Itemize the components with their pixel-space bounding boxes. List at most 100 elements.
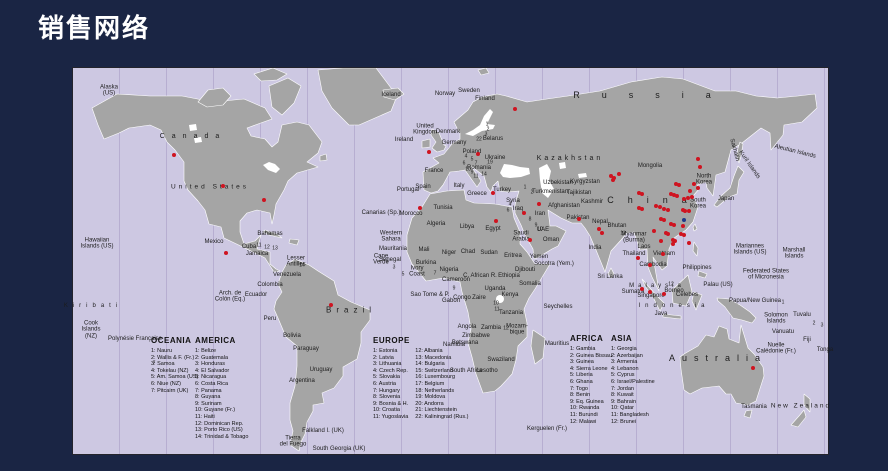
legend-item: 6: Ghana <box>570 378 593 385</box>
sales-location-dot <box>683 209 687 213</box>
legend-item: 2: Wallis & F. (Fr.) <box>151 354 195 361</box>
legend-europe-title: EUROPE <box>373 336 410 345</box>
sales-location-dot <box>662 218 666 222</box>
legend-item: 5: Liberia <box>570 372 593 379</box>
legend-item: 8: Kuwait <box>611 392 634 399</box>
legend-asia: ASIA 1: Georgia 2: Azerbaijan 3: Armenia 4:… <box>611 334 655 425</box>
legend-asia-list: 1: Georgia 2: Azerbaijan 3: Armenia 4: Leba… <box>611 346 655 425</box>
landmass-sakhalin <box>736 141 744 164</box>
legend-item: 2: Guatemala <box>195 354 229 361</box>
legend-america: AMERICA 1: Belize 2: Guatemala 3: Honduras… <box>195 336 248 440</box>
legend-item: 5: Nicaragua <box>195 374 227 381</box>
sales-location-dot <box>617 172 621 176</box>
legend-item: 1: Belize <box>195 348 217 354</box>
legend-item: 8: Guyana <box>195 394 221 401</box>
legend-item: 4: Lebanon <box>611 365 639 372</box>
legend-item: 8: Benin <box>570 392 591 399</box>
legend-africa-list: 1: Gambia 2: Guinea Bissau 3: Guinea 4: Sie… <box>570 346 612 425</box>
legend-item: 20: Andorra <box>415 400 444 407</box>
sales-location-dot <box>418 206 422 210</box>
landmass-hispaniola <box>288 238 300 246</box>
legend-item: 7: Pitcairn (UK) <box>151 387 189 394</box>
sea-black-sea <box>500 164 530 178</box>
landmass-nz-south <box>790 409 807 428</box>
sales-location-dot <box>673 239 677 243</box>
map-landmasses <box>91 68 818 452</box>
legend-item: 12: Dominican Rep. <box>195 420 244 427</box>
landmass-ellesmere <box>253 68 288 82</box>
legend-africa: AFRICA 1: Gambia 2: Guinea Bissau 3: Guine… <box>570 334 612 425</box>
sales-location-dot <box>692 182 696 186</box>
legend-america-title: AMERICA <box>195 336 236 345</box>
legend-item: 13: Porto Rico (US) <box>195 427 243 434</box>
sales-location-dot <box>609 174 613 178</box>
legend-item: 6: Israel/Palestine <box>611 378 655 385</box>
legend-item: 4: Czech Rep. <box>373 367 408 374</box>
legend-oceania: OCEANIA 1: Nauru 2: Wallis & F. (Fr.) 3: S… <box>151 336 198 394</box>
sales-location-dot <box>672 193 676 197</box>
legend-item: 11: Yugoslavia <box>373 413 409 420</box>
legend-item: 12: Brunei <box>611 418 637 425</box>
sales-location-dot <box>666 232 670 236</box>
legend-item: 6: Niue (NZ) <box>151 380 181 387</box>
sales-location-dot <box>682 233 686 237</box>
legend-item: 6: Costa Rica <box>195 380 229 387</box>
sales-location-dot <box>662 292 666 296</box>
sales-location-dot <box>659 239 663 243</box>
landmass-britain <box>430 128 447 153</box>
landmass-eurasia <box>422 76 818 292</box>
sales-location-dot <box>537 202 541 206</box>
landmass-baffin-island <box>268 77 302 116</box>
sales-location-dot <box>690 195 694 199</box>
landmass-sri-lanka <box>607 267 615 279</box>
sales-location-dot <box>513 107 517 111</box>
landmass-new-guinea <box>716 297 757 324</box>
legend-oceania-title: OCEANIA <box>151 336 192 345</box>
legend-item: 9: Bosnia & H. <box>373 400 409 407</box>
sales-location-dot <box>611 178 615 182</box>
sales-location-dot <box>661 252 665 256</box>
legend-item: 14: Trinidad & Tobago <box>195 433 249 440</box>
legend-item: 3: Armenia <box>611 359 638 366</box>
sales-location-dot <box>597 227 601 231</box>
sales-location-dot <box>172 153 176 157</box>
sales-location-dot <box>688 189 692 193</box>
sales-location-dot <box>686 196 690 200</box>
sales-location-dot <box>682 197 686 201</box>
legend-item: 15: Switzerland <box>415 367 453 374</box>
legend-item: 9: Bahrain <box>611 398 637 405</box>
landmass-mindanao <box>697 270 708 279</box>
sales-location-dot <box>669 192 673 196</box>
sales-location-dot <box>636 256 640 260</box>
landmass-svalbard <box>477 68 490 76</box>
sales-location-dot <box>640 192 644 196</box>
landmass-java <box>662 313 682 320</box>
sales-location-dot <box>648 290 652 294</box>
sales-location-dot <box>600 231 604 235</box>
landmass-madagascar <box>530 329 546 365</box>
landmass-iceland <box>382 87 405 101</box>
landmass-taiwan <box>692 223 698 232</box>
sales-location-dot <box>696 186 700 190</box>
legend-item: 7: Togo <box>570 385 588 392</box>
lake-great-lakes <box>263 162 280 173</box>
legend-oceania-list: 1: Nauru 2: Wallis & F. (Fr.) 3: Samoa 4: T… <box>151 348 198 394</box>
sales-location-dot <box>652 229 656 233</box>
sales-location-dot <box>640 287 644 291</box>
legend-item: 3: Honduras <box>195 361 225 368</box>
legend-item: 11: Bangladesh <box>611 411 649 418</box>
sales-location-dot <box>696 157 700 161</box>
legend-item: 3: Samoa <box>151 361 175 368</box>
landmass-cuba <box>262 229 283 239</box>
landmass-luzon <box>692 241 699 257</box>
legend-asia-title: ASIA <box>611 334 633 343</box>
sales-location-dot <box>751 366 755 370</box>
sales-location-dot <box>262 198 266 202</box>
sales-location-dot <box>666 208 670 212</box>
legend-item: 1: Gambia <box>570 346 596 352</box>
landmass-tasmania <box>743 409 753 419</box>
legend-item: 10: Guyane (Fr.) <box>195 407 236 414</box>
legend-item: 9: Eq. Guinea <box>570 398 604 405</box>
sales-location-dot <box>224 251 228 255</box>
legend-item: 2: Latvia <box>373 354 394 361</box>
